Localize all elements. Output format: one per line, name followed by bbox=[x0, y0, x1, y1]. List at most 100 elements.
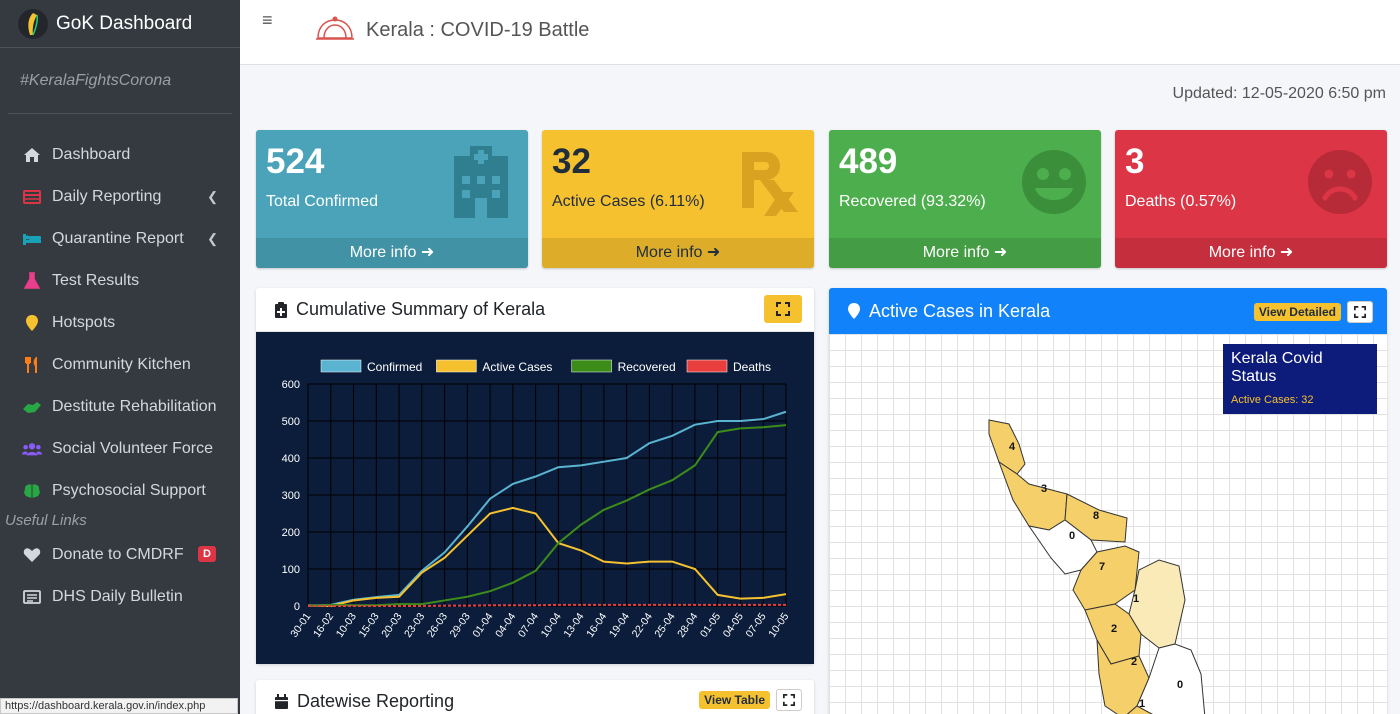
sidebar-item-dashboard[interactable]: Dashboard bbox=[0, 134, 240, 176]
arrow-circle-right-icon: ➜ bbox=[420, 244, 435, 261]
sidebar-item-destitute-rehabilitation[interactable]: Destitute Rehabilitation bbox=[0, 386, 240, 428]
district-label: 1 bbox=[1139, 698, 1145, 710]
x-tick-label: 15-03 bbox=[357, 611, 382, 640]
sidebar: GoK Dashboard #KeralaFightsCorona Dashbo… bbox=[0, 0, 240, 714]
x-tick-label: 26-03 bbox=[425, 611, 450, 640]
stat-value: 32 bbox=[552, 142, 591, 181]
prescription-icon bbox=[742, 152, 798, 216]
sidebar-item-label: Donate to CMDRF bbox=[52, 546, 184, 563]
status-title: Kerala Covid Status bbox=[1231, 350, 1323, 385]
kerala-map[interactable]: 4 3 8 0 7 1 2 2 0 1 Kerala Covid Status … bbox=[829, 334, 1387, 714]
cumulative-chart: 0 100 200 300 400 500 600 30-01 16-02 10-03 15-03 2… bbox=[256, 332, 814, 664]
flask-icon bbox=[22, 271, 42, 291]
legend-label: Deaths bbox=[733, 360, 771, 374]
y-tick-label: 600 bbox=[282, 379, 300, 391]
more-info-link[interactable]: More info ➜ bbox=[829, 238, 1101, 268]
series-line-recovered bbox=[307, 424, 787, 607]
sidebar-item-label: Psychosocial Support bbox=[52, 482, 206, 499]
y-tick-label: 100 bbox=[282, 564, 300, 576]
sidebar-item-quarantine-report[interactable]: Quarantine Report ❮ bbox=[0, 218, 240, 260]
y-tick-label: 500 bbox=[282, 416, 300, 428]
map-marker-icon bbox=[847, 302, 861, 320]
x-tick-label: 16-02 bbox=[311, 611, 336, 640]
expand-button[interactable] bbox=[764, 295, 802, 323]
sidebar-item-hotspots[interactable]: Hotspots bbox=[0, 302, 240, 344]
x-tick-label: 22-04 bbox=[630, 611, 655, 640]
card-tools: View Detailed bbox=[1253, 301, 1373, 323]
x-tick-label: 07-05 bbox=[743, 611, 768, 640]
sidebar-link-donate-cmdrf[interactable]: Donate to CMDRF D bbox=[0, 534, 240, 576]
users-icon bbox=[22, 439, 42, 459]
district-label: 2 bbox=[1131, 656, 1137, 668]
expand-button[interactable] bbox=[776, 689, 802, 711]
map-marker-icon bbox=[22, 313, 42, 333]
x-tick-label: 01-04 bbox=[470, 611, 495, 640]
expand-icon bbox=[776, 302, 790, 316]
x-tick-label: 30-01 bbox=[288, 611, 313, 640]
district-kottayam bbox=[1126, 705, 1153, 714]
sidebar-item-social-volunteer-force[interactable]: Social Volunteer Force bbox=[0, 428, 240, 470]
brand[interactable]: GoK Dashboard bbox=[0, 0, 240, 48]
calendar-icon bbox=[274, 693, 289, 710]
sidebar-item-community-kitchen[interactable]: Community Kitchen bbox=[0, 344, 240, 386]
legend-swatch bbox=[571, 359, 612, 373]
expand-icon bbox=[1354, 306, 1366, 318]
chevron-left-icon: ❮ bbox=[207, 231, 218, 246]
smile-icon bbox=[1022, 150, 1086, 214]
datewise-reporting-card: Datewise Reporting View Table bbox=[256, 680, 814, 714]
district-label: 3 bbox=[1041, 483, 1047, 495]
stat-label: Recovered (93.32%) bbox=[839, 193, 986, 210]
card-header: Datewise Reporting View Table bbox=[256, 680, 814, 714]
y-tick-label: 0 bbox=[294, 601, 300, 613]
x-tick-label: 29-03 bbox=[448, 611, 473, 640]
sidebar-item-test-results[interactable]: Test Results bbox=[0, 260, 240, 302]
sidebar-item-daily-reporting[interactable]: Daily Reporting ❮ bbox=[0, 176, 240, 218]
arrow-circle-right-icon: ➜ bbox=[1279, 244, 1294, 261]
home-icon bbox=[22, 145, 42, 165]
x-tick-label: 10-05 bbox=[766, 611, 791, 640]
menu-toggle-icon[interactable]: ≡ bbox=[262, 10, 273, 30]
more-info-link[interactable]: More info ➜ bbox=[1115, 238, 1387, 268]
card-tools: View Table bbox=[699, 689, 802, 711]
view-detailed-button[interactable]: View Detailed bbox=[1253, 303, 1341, 321]
series-line-confirmed bbox=[307, 410, 787, 607]
cumulative-summary-card: Cumulative Summary of Kerala 0 100 200 300 4… bbox=[256, 288, 814, 664]
card-header: Active Cases in Kerala View Detailed bbox=[829, 288, 1387, 334]
expand-button[interactable] bbox=[1347, 301, 1373, 323]
sidebar-item-label: DHS Daily Bulletin bbox=[52, 588, 183, 605]
hospital-icon bbox=[454, 146, 508, 218]
sidebar-link-dhs-daily-bulletin[interactable]: DHS Daily Bulletin bbox=[0, 576, 240, 618]
sidebar-item-label: Test Results bbox=[52, 272, 140, 289]
view-table-button[interactable]: View Table bbox=[699, 691, 770, 709]
chevron-left-icon: ❮ bbox=[207, 189, 218, 204]
legend-label: Active Cases bbox=[482, 360, 552, 374]
x-tick-label: 19-04 bbox=[607, 611, 632, 640]
card-title: Datewise Reporting bbox=[297, 691, 455, 711]
legend-swatch bbox=[686, 359, 728, 373]
y-tick-label: 200 bbox=[282, 527, 300, 539]
sidebar-item-label: Destitute Rehabilitation bbox=[52, 398, 217, 415]
brain-icon bbox=[22, 481, 42, 501]
covid-status-info-box: Kerala Covid Status Active Cases: 32 bbox=[1223, 344, 1377, 414]
x-tick-label: 04-04 bbox=[493, 611, 518, 640]
x-tick-label: 10-04 bbox=[539, 611, 564, 640]
district-label: 0 bbox=[1069, 530, 1075, 542]
stat-box-recovered: 489 Recovered (93.32%) More info ➜ bbox=[829, 130, 1101, 268]
district-label: 2 bbox=[1111, 623, 1117, 635]
more-info-link[interactable]: More info ➜ bbox=[542, 238, 814, 268]
sidebar-item-psychosocial-support[interactable]: Psychosocial Support bbox=[0, 470, 240, 512]
x-tick-label: 25-04 bbox=[652, 611, 677, 640]
y-tick-label: 300 bbox=[282, 490, 300, 502]
sidebar-item-label: Community Kitchen bbox=[52, 356, 191, 373]
stat-label: Active Cases (6.11%) bbox=[552, 193, 705, 210]
x-tick-label: 07-04 bbox=[516, 611, 541, 640]
district-kasaragod bbox=[988, 419, 1026, 475]
status-active-cases: Active Cases: 32 bbox=[1231, 394, 1314, 406]
updated-timestamp: Updated: 12-05-2020 6:50 pm bbox=[1172, 85, 1386, 102]
more-info-link[interactable]: More info ➜ bbox=[256, 238, 528, 268]
card-title: Cumulative Summary of Kerala bbox=[296, 299, 546, 319]
x-tick-label: 23-03 bbox=[402, 611, 427, 640]
stat-box-active-cases: 32 Active Cases (6.11%) More info ➜ bbox=[542, 130, 814, 268]
bed-icon bbox=[22, 229, 42, 249]
heart-icon bbox=[22, 545, 42, 565]
